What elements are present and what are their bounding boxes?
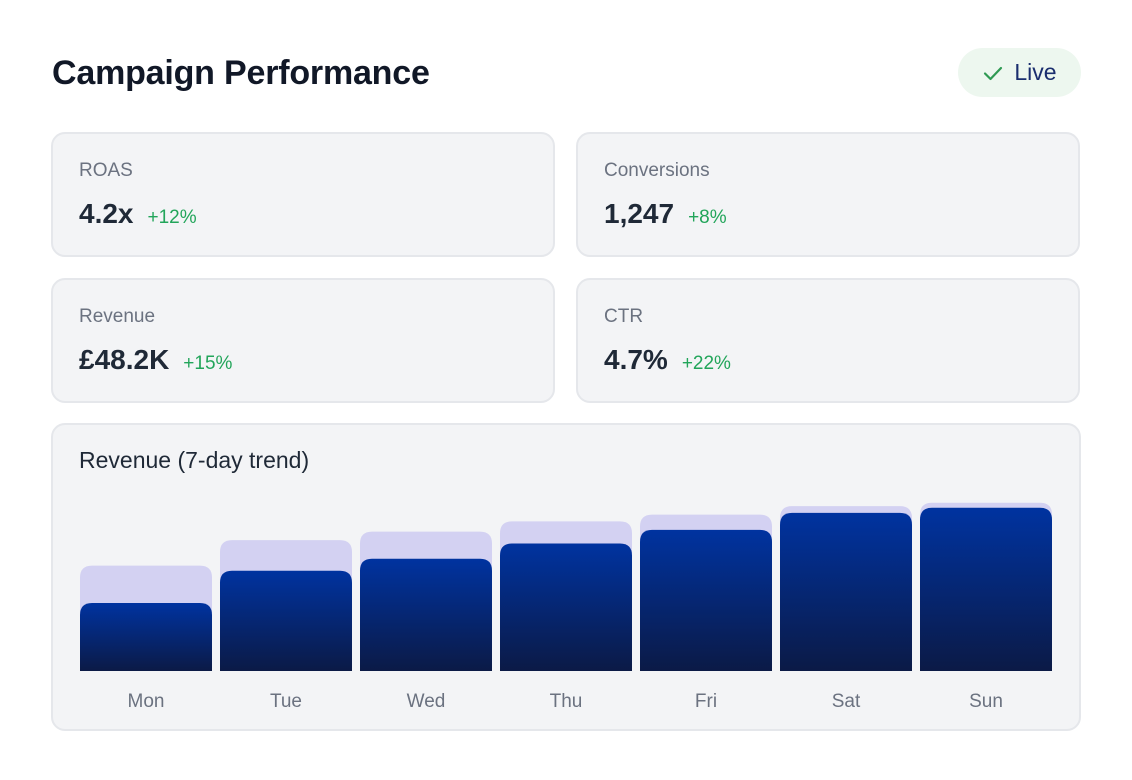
kpi-card-revenue: Revenue £48.2K +15% xyxy=(51,278,555,403)
x-tick-label: Tue xyxy=(270,691,302,712)
kpi-value: £48.2K xyxy=(79,344,170,375)
kpi-label: CTR xyxy=(604,306,644,327)
kpi-label: Conversions xyxy=(604,160,710,181)
kpi-value: 1,247 xyxy=(604,198,675,229)
x-tick-label: Fri xyxy=(695,691,717,712)
bar-sun xyxy=(920,507,1052,671)
bar-mon xyxy=(80,603,212,671)
bar-wed xyxy=(360,558,492,671)
bar-sat xyxy=(780,512,912,671)
kpi-value: 4.2x xyxy=(79,198,134,229)
kpi-card-ctr: CTR 4.7% +22% xyxy=(576,278,1080,403)
bar-thu xyxy=(500,543,632,671)
revenue-trend-chart-card: Revenue (7-day trend) Mon Tue Wed Thu Fri Sat… xyxy=(51,423,1081,731)
kpi-card-roas: ROAS 4.2x +12% xyxy=(51,132,555,257)
kpi-delta: +15% xyxy=(183,353,233,374)
kpi-label: Revenue xyxy=(79,306,156,327)
x-tick-label: Sat xyxy=(832,691,861,712)
check-icon xyxy=(982,62,1004,84)
kpi-value: 4.7% xyxy=(604,344,668,375)
kpi-label: ROAS xyxy=(79,160,133,181)
page-title: Campaign Performance xyxy=(52,54,430,92)
x-tick-label: Wed xyxy=(407,691,446,712)
revenue-bar-chart: Mon Tue Wed Thu Fri Sat Sun xyxy=(80,502,1052,712)
chart-title: Revenue (7-day trend) xyxy=(79,447,310,473)
bar-tue xyxy=(220,570,352,671)
kpi-delta: +22% xyxy=(681,353,731,374)
x-tick-label: Mon xyxy=(128,691,165,712)
bar-fri xyxy=(640,529,772,671)
kpi-delta: +12% xyxy=(147,207,197,228)
x-tick-label: Thu xyxy=(550,691,583,712)
x-tick-label: Sun xyxy=(969,691,1003,712)
status-label: Live xyxy=(1014,59,1057,85)
kpi-delta: +8% xyxy=(688,207,727,228)
kpi-card-conversions: Conversions 1,247 +8% xyxy=(576,132,1080,257)
status-badge: Live xyxy=(958,48,1081,97)
